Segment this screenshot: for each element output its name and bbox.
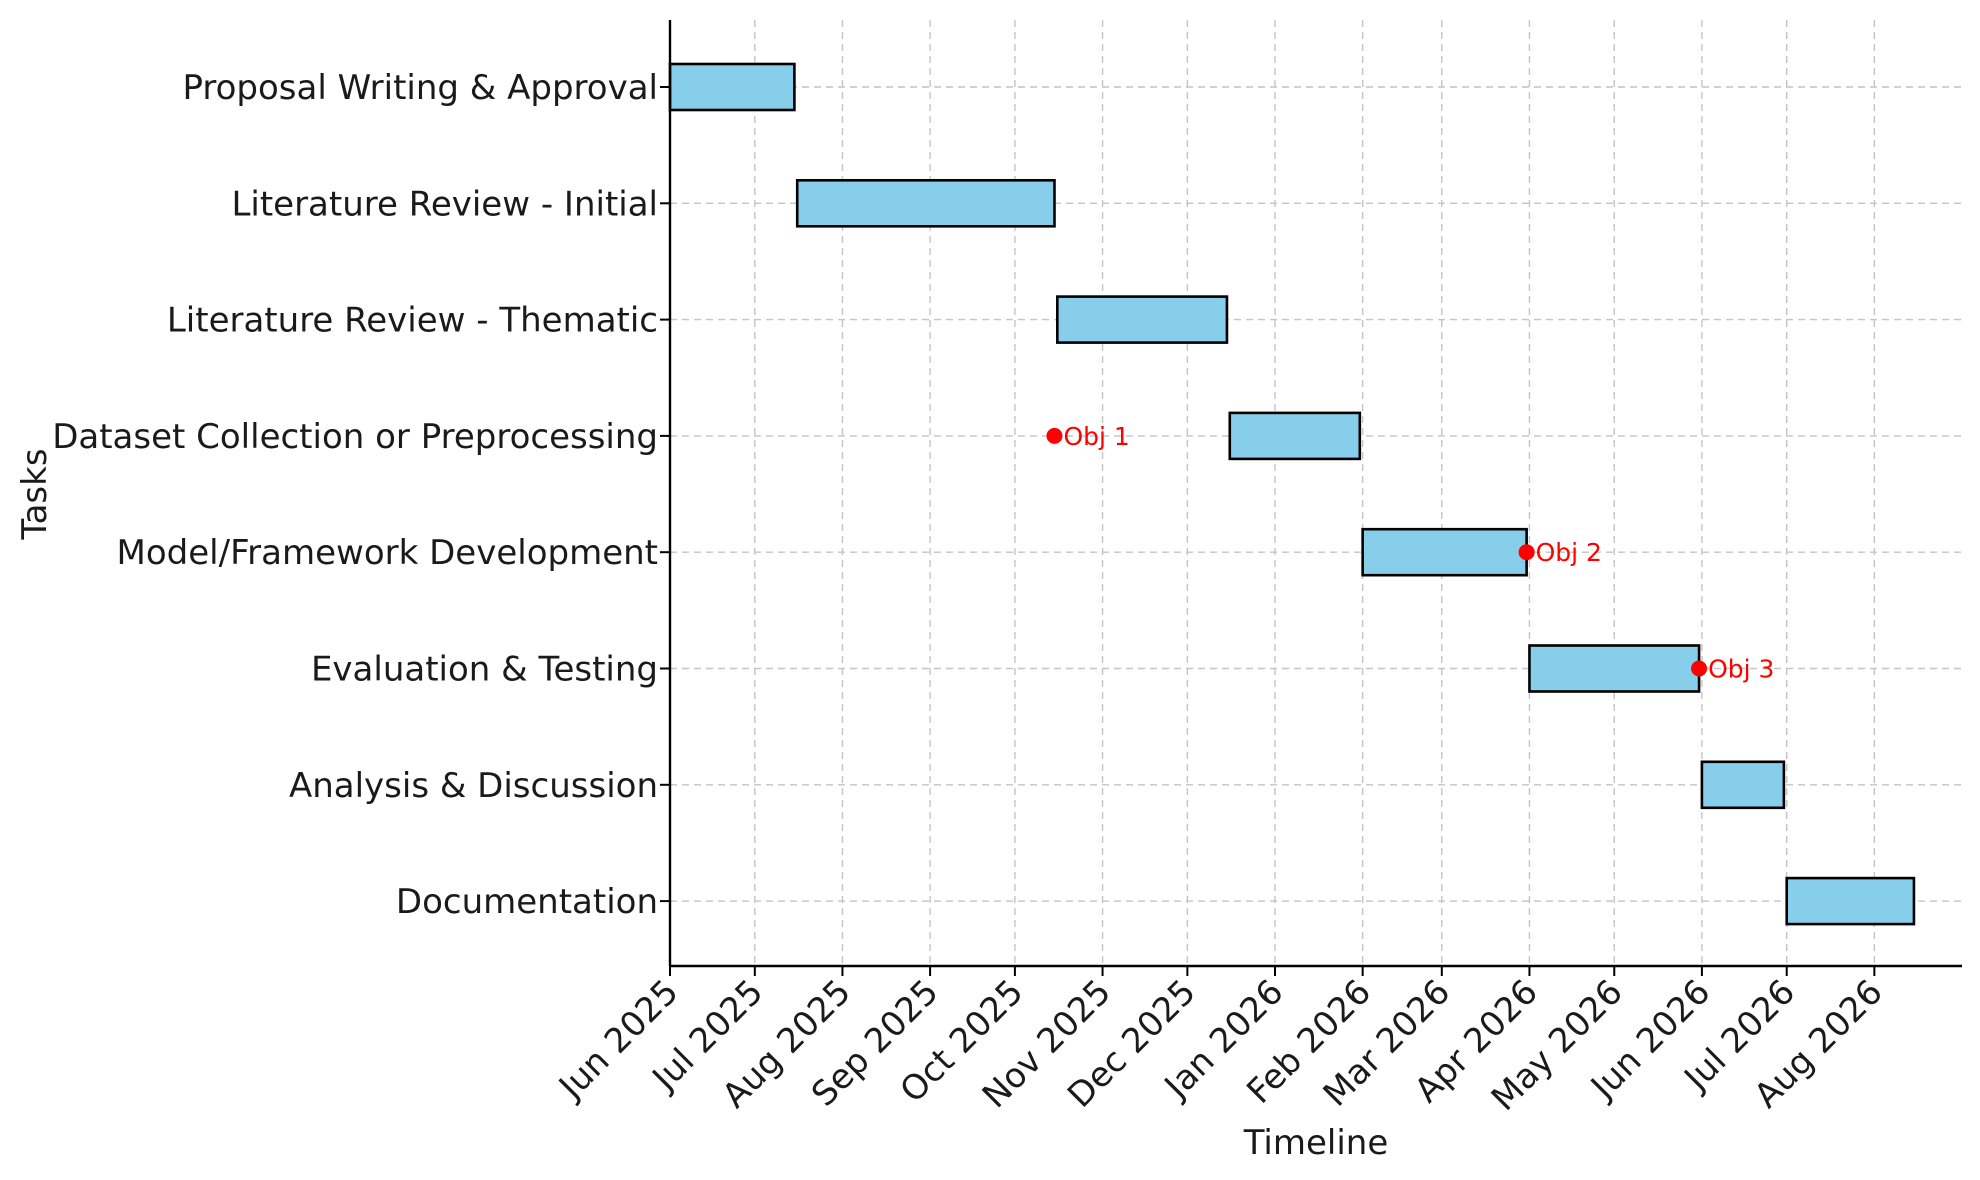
task-bars — [668, 62, 1916, 926]
axes — [660, 20, 1962, 976]
milestones: Obj 1 Obj 2 Obj 3 — [1046, 422, 1774, 684]
task-label: Analysis & Discussion — [289, 766, 658, 806]
task-bar — [1361, 527, 1528, 577]
task-label: Evaluation & Testing — [311, 650, 658, 690]
task-bar — [1785, 876, 1916, 926]
task-bar — [1700, 760, 1786, 810]
task-bar — [1528, 644, 1701, 693]
x-axis-title: Timeline — [1243, 1123, 1389, 1163]
task-label: Model/Framework Development — [117, 533, 658, 573]
milestone-label: Obj 3 — [1708, 655, 1774, 684]
task-bar — [795, 179, 1056, 228]
task-label: Dataset Collection or Preprocessing — [52, 417, 658, 457]
milestone-marker — [1691, 660, 1708, 677]
task-bar — [668, 62, 796, 112]
milestone-marker — [1518, 544, 1535, 561]
task-label: Documentation — [396, 882, 658, 922]
task-label: Literature Review - Thematic — [167, 301, 658, 341]
task-label: Literature Review - Initial — [231, 184, 658, 224]
milestone-label: Obj 1 — [1063, 422, 1129, 451]
grid-lines — [669, 20, 1962, 966]
task-bar — [1228, 411, 1362, 461]
task-label: Proposal Writing & Approval — [182, 68, 658, 108]
milestone-marker — [1046, 427, 1063, 444]
milestone-label: Obj 2 — [1536, 538, 1602, 567]
task-bar — [1056, 295, 1229, 344]
y-axis-title: Tasks — [15, 448, 55, 540]
